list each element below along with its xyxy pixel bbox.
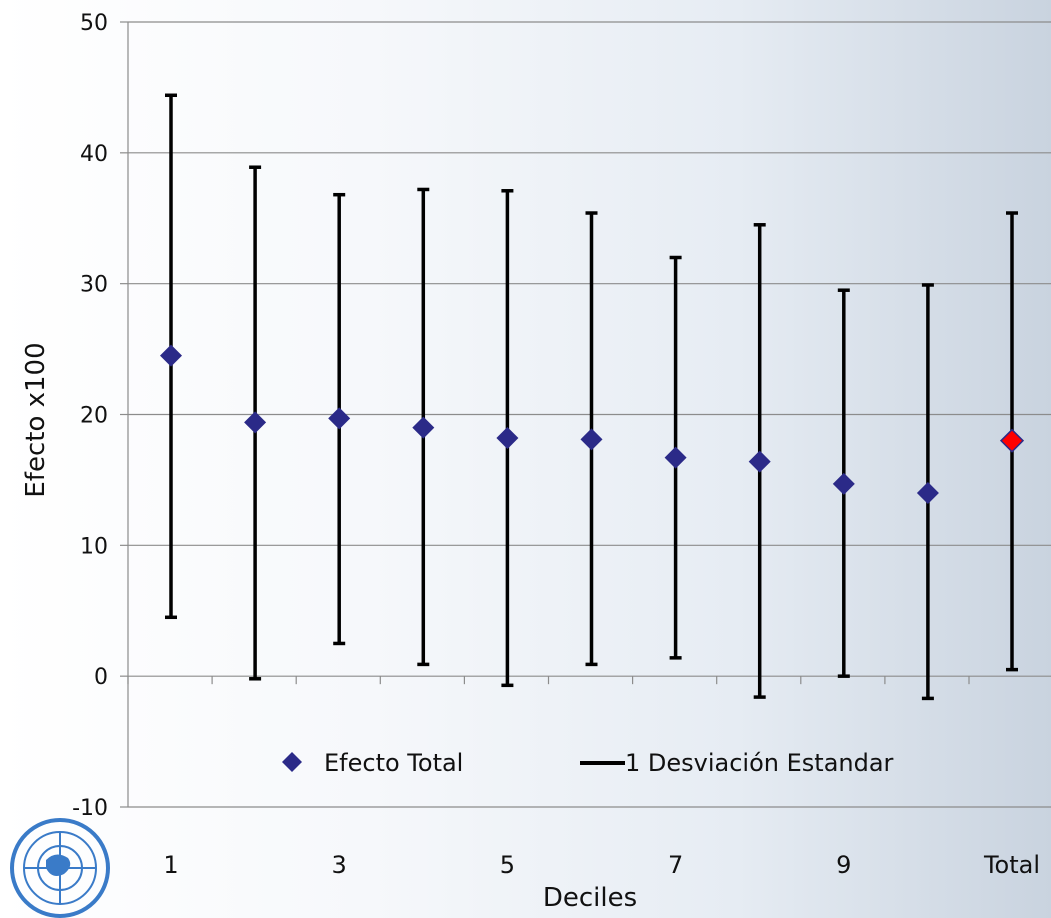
data-point-diamond — [916, 482, 939, 504]
un-emblem-icon — [10, 818, 110, 918]
x-tick-label: 7 — [668, 851, 683, 879]
data-point-diamond — [832, 472, 855, 495]
x-tick-label: 9 — [836, 851, 851, 879]
data-point-diamond — [664, 446, 687, 469]
data-point-diamond — [328, 407, 351, 430]
data-point-diamond — [160, 344, 182, 367]
y-tick-label: 20 — [80, 404, 108, 429]
data-point-diamond — [412, 416, 435, 439]
data-point-diamond — [999, 428, 1025, 453]
legend-label-desviacion: 1 Desviación Estandar — [625, 749, 894, 777]
gridlines — [128, 21, 1051, 808]
y-tick-label: 0 — [94, 665, 108, 690]
x-tick-label: 1 — [163, 851, 178, 879]
y-tick-label: -10 — [72, 796, 108, 821]
x-tick-label: Total — [983, 851, 1040, 879]
x-axis-title: Deciles — [543, 883, 637, 913]
data-point-diamond — [580, 428, 603, 451]
data-points — [160, 344, 1025, 504]
data-point-diamond — [244, 411, 267, 434]
y-tick-labels: -10 0 10 20 30 40 50 — [72, 11, 108, 821]
axes — [120, 21, 1051, 808]
y-tick-label: 30 — [80, 273, 108, 298]
legend-diamond-marker — [282, 752, 302, 772]
x-tick-labels: 1 3 5 7 9 Total — [163, 851, 1040, 879]
legend: Efecto Total 1 Desviación Estandar — [282, 749, 894, 777]
data-point-diamond — [748, 450, 771, 473]
y-tick-label: 10 — [80, 534, 108, 559]
y-tick-label: 50 — [80, 11, 108, 36]
error-bars — [165, 93, 1018, 701]
x-tick-label: 3 — [332, 851, 347, 879]
y-tick-label: 40 — [80, 142, 108, 167]
data-point-diamond — [496, 427, 519, 450]
x-tick-label: 5 — [500, 851, 515, 879]
y-axis-title: Efecto x100 — [21, 342, 51, 497]
legend-label-efecto-total: Efecto Total — [324, 749, 463, 777]
